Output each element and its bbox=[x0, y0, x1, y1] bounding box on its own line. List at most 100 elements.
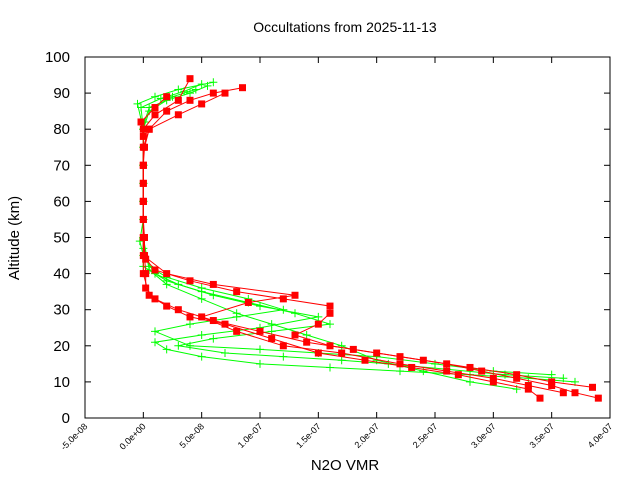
data-point bbox=[326, 342, 334, 350]
data-point bbox=[302, 330, 311, 339]
data-point bbox=[513, 371, 521, 379]
data-point bbox=[326, 302, 334, 310]
y-tick-label: 50 bbox=[53, 230, 70, 247]
y-tick-label: 70 bbox=[53, 157, 70, 174]
y-tick-label: 20 bbox=[53, 338, 70, 355]
data-point bbox=[559, 374, 568, 383]
data-point bbox=[419, 367, 428, 376]
data-point bbox=[279, 295, 287, 303]
data-point bbox=[174, 306, 182, 314]
series-line bbox=[140, 96, 541, 399]
x-tick-label: 3.5e-07 bbox=[527, 421, 556, 450]
data-point bbox=[186, 89, 194, 98]
data-point bbox=[139, 179, 147, 187]
data-point bbox=[133, 99, 142, 108]
data-point bbox=[139, 125, 147, 133]
data-point bbox=[559, 389, 567, 397]
data-point bbox=[151, 104, 159, 112]
data-point bbox=[233, 327, 241, 335]
data-point bbox=[303, 338, 311, 346]
data-point bbox=[396, 367, 404, 376]
data-point bbox=[163, 302, 171, 310]
data-point bbox=[163, 107, 171, 115]
data-point bbox=[209, 89, 217, 97]
x-tick-label: 5.0e-08 bbox=[177, 421, 206, 450]
data-point bbox=[431, 359, 439, 368]
data-point bbox=[419, 356, 427, 364]
data-point bbox=[209, 317, 217, 325]
data-point bbox=[186, 313, 194, 321]
x-tick-label: 3.0e-07 bbox=[469, 421, 498, 450]
data-point bbox=[151, 111, 159, 119]
data-point bbox=[291, 309, 299, 318]
x-tick-label: 1.0e-07 bbox=[236, 421, 265, 450]
data-point bbox=[186, 320, 194, 329]
data-point bbox=[197, 287, 206, 296]
series-line bbox=[136, 81, 576, 383]
series-line bbox=[142, 78, 593, 388]
x-tick-label: 2.0e-07 bbox=[352, 421, 381, 450]
chart-title: Occultations from 2025-11-13 bbox=[253, 19, 437, 35]
data-point bbox=[139, 215, 147, 223]
data-point bbox=[501, 370, 509, 379]
series-line bbox=[142, 85, 552, 376]
data-point bbox=[548, 378, 556, 386]
data-point bbox=[163, 93, 171, 101]
data-point bbox=[256, 327, 264, 335]
data-point bbox=[513, 374, 521, 382]
plot-border bbox=[84, 56, 611, 419]
data-point bbox=[174, 111, 182, 119]
data-point bbox=[291, 291, 299, 299]
x-tick-label: 4.0e-07 bbox=[586, 421, 615, 450]
y-tick-label: 0 bbox=[62, 410, 70, 427]
x-tick-label: 0.0e+00 bbox=[117, 421, 147, 451]
data-point bbox=[142, 255, 150, 263]
data-point bbox=[536, 394, 544, 402]
data-point bbox=[162, 276, 171, 285]
data-point bbox=[139, 132, 147, 140]
data-point bbox=[197, 294, 206, 303]
y-tick-label: 10 bbox=[53, 374, 70, 391]
data-point bbox=[162, 345, 171, 354]
data-point bbox=[186, 75, 194, 83]
x-tick-label: 2.5e-07 bbox=[411, 421, 440, 450]
data-point bbox=[135, 237, 144, 246]
data-point bbox=[197, 330, 206, 339]
data-point bbox=[239, 84, 246, 92]
data-point bbox=[142, 284, 150, 292]
data-point bbox=[209, 78, 218, 87]
data-point bbox=[548, 382, 556, 390]
data-point bbox=[145, 291, 153, 299]
data-point bbox=[524, 385, 532, 393]
x-tick-label: 1.5e-07 bbox=[294, 421, 323, 450]
series-7 bbox=[139, 89, 567, 397]
series-0 bbox=[133, 78, 579, 386]
data-point bbox=[151, 92, 159, 101]
data-point bbox=[337, 341, 346, 350]
data-point bbox=[198, 100, 206, 108]
data-point bbox=[268, 335, 276, 343]
data-point bbox=[145, 125, 153, 133]
data-point bbox=[203, 81, 212, 90]
series-3 bbox=[139, 85, 568, 383]
data-point bbox=[151, 327, 159, 336]
data-point bbox=[361, 356, 369, 364]
data-point bbox=[373, 349, 381, 357]
data-point bbox=[186, 96, 194, 104]
y-tick-label: 100 bbox=[45, 49, 70, 66]
y-axis-label: Altitude (km) bbox=[6, 196, 23, 280]
data-point bbox=[594, 394, 602, 402]
data-point bbox=[326, 320, 334, 329]
data-point bbox=[337, 356, 346, 365]
data-point bbox=[326, 309, 334, 317]
data-point bbox=[256, 359, 264, 368]
data-point bbox=[408, 363, 416, 371]
data-point bbox=[314, 349, 322, 357]
series-4 bbox=[139, 84, 602, 402]
data-point bbox=[466, 377, 474, 386]
data-point bbox=[244, 298, 252, 306]
data-point bbox=[137, 118, 145, 126]
data-point bbox=[191, 85, 200, 94]
data-point bbox=[174, 341, 183, 350]
